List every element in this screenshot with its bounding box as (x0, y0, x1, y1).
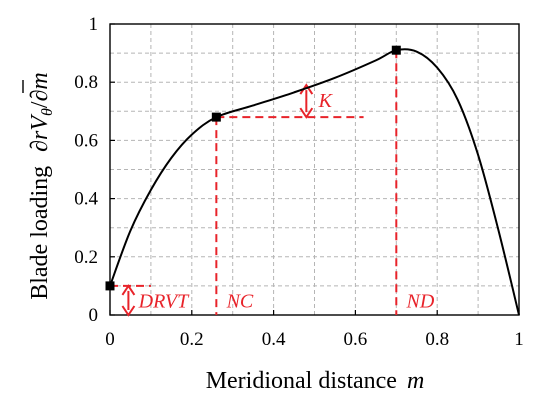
control-points (105, 45, 401, 291)
control-point-marker (211, 112, 221, 122)
annotations: DRVT NC ND K (110, 50, 435, 317)
x-axis-title: Meridional distance m (206, 368, 425, 394)
nc-label: NC (226, 291, 254, 313)
x-tick-label: 0.4 (262, 329, 286, 350)
y-tick-label: 0 (89, 305, 99, 326)
tick-labels: 0 0.2 0.4 0.6 0.8 1 0 0.2 0.4 0.6 0.8 1 (74, 14, 524, 350)
curve-layer (109, 48, 520, 316)
nd-label: ND (406, 291, 435, 313)
y-axis-title: Blade loading ∂rVθ/∂m (27, 72, 56, 300)
y-tick-label: 0.6 (74, 130, 98, 151)
x-tick-label: 0.2 (180, 329, 204, 350)
control-point-marker (105, 281, 115, 291)
y-tick-label: 1 (89, 14, 99, 35)
drvt-arrow-head-up (121, 284, 136, 296)
drvt-label: DRVT (138, 291, 191, 313)
y-tick-label: 0.8 (74, 72, 98, 93)
k-label: K (318, 90, 334, 112)
y-tick-label: 0.4 (74, 189, 98, 210)
x-tick-label: 0.6 (344, 329, 368, 350)
k-arrow (299, 83, 314, 119)
k-arrow-head-up (299, 83, 314, 95)
drvt-arrow-head-down (121, 305, 136, 317)
x-tick-label: 0 (105, 329, 115, 350)
x-tick-label: 0.8 (425, 329, 449, 350)
x-tick-label: 1 (514, 329, 524, 350)
control-point-marker (391, 45, 401, 55)
y-axis-title-text: Blade loading (27, 166, 53, 300)
axes (109, 23, 520, 316)
grid (110, 24, 519, 315)
y-axis-vbar: V (27, 114, 53, 131)
k-arrow-head-down (299, 107, 314, 119)
blade-loading-curve (109, 48, 520, 316)
y-tick-label: 0.2 (74, 247, 98, 268)
plot-frame (109, 23, 520, 316)
drvt-arrow (121, 284, 136, 317)
